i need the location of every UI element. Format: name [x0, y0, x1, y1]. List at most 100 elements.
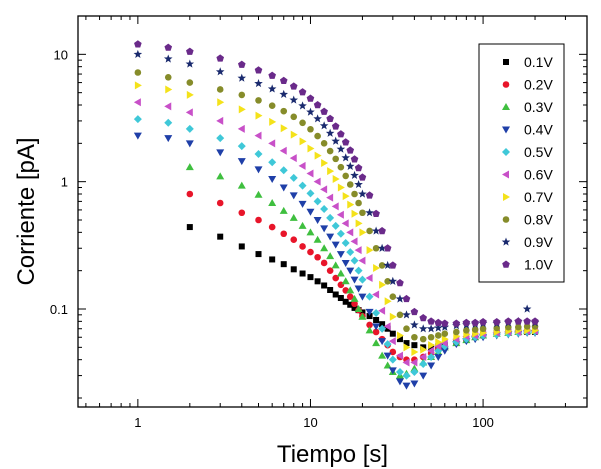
data-point	[395, 368, 404, 377]
data-point	[346, 267, 355, 275]
data-point	[269, 256, 276, 263]
data-point	[320, 107, 328, 115]
data-point	[320, 205, 329, 214]
data-point	[314, 132, 321, 140]
data-point	[354, 180, 363, 189]
data-point	[514, 317, 523, 325]
data-point	[410, 307, 419, 316]
data-point	[350, 170, 359, 180]
data-point	[440, 319, 449, 327]
data-point	[419, 359, 428, 368]
data-point	[395, 294, 405, 303]
data-point	[383, 260, 392, 270]
data-point	[237, 124, 245, 133]
data-point	[389, 261, 397, 269]
data-point	[419, 352, 427, 361]
data-point	[331, 122, 340, 130]
legend-marker	[502, 260, 510, 268]
data-point	[216, 149, 225, 157]
data-point	[347, 200, 355, 209]
data-point	[320, 259, 328, 267]
data-point	[346, 293, 354, 300]
legend-entry: 0.3V	[502, 99, 553, 115]
data-point	[255, 251, 262, 258]
data-point	[327, 287, 334, 294]
data-point	[332, 155, 339, 163]
data-point	[365, 208, 374, 217]
data-point	[420, 345, 428, 354]
data-point	[434, 332, 442, 339]
data-point	[215, 67, 225, 76]
data-point	[346, 248, 355, 257]
plot-frame	[77, 15, 588, 408]
data-point	[313, 197, 322, 206]
data-point	[289, 154, 297, 163]
data-point	[237, 142, 246, 151]
data-point	[358, 275, 367, 284]
data-point	[186, 90, 194, 99]
data-point	[313, 177, 321, 186]
data-point	[164, 135, 173, 143]
data-point	[379, 321, 386, 328]
data-point	[326, 252, 335, 260]
series-0.6V	[133, 98, 539, 367]
data-point	[378, 306, 386, 315]
data-point	[378, 351, 387, 359]
data-point	[452, 319, 461, 327]
data-point	[433, 323, 443, 332]
data-point	[411, 342, 418, 349]
data-point	[336, 229, 345, 238]
data-point	[216, 134, 225, 143]
legend-marker	[502, 216, 510, 223]
data-point	[355, 199, 362, 207]
data-point	[217, 233, 224, 240]
data-point	[351, 190, 358, 198]
x-tick-label: 100	[472, 415, 494, 430]
data-point	[463, 327, 470, 334]
legend-label: 0.1V	[524, 54, 553, 70]
data-point	[298, 221, 307, 229]
data-point	[372, 339, 381, 347]
series-1.0V	[134, 40, 539, 327]
data-point	[289, 173, 298, 182]
legend-entry: 1.0V	[502, 257, 553, 273]
data-point	[238, 105, 246, 114]
data-point	[453, 328, 460, 336]
data-point	[314, 151, 322, 160]
data-point	[336, 210, 344, 219]
data-point	[342, 298, 349, 305]
data-point	[133, 49, 143, 58]
data-point	[354, 285, 363, 293]
data-point	[255, 97, 262, 104]
data-point	[164, 43, 173, 51]
data-point	[388, 355, 397, 364]
data-point	[289, 192, 298, 200]
data-point	[299, 243, 306, 250]
data-point	[238, 243, 245, 250]
data-point	[255, 111, 263, 120]
data-point	[336, 144, 346, 153]
data-point	[313, 114, 322, 123]
data-point	[434, 353, 443, 361]
data-point	[326, 233, 335, 241]
data-point	[523, 323, 531, 330]
legend-entry: 0.1V	[503, 54, 553, 70]
data-point	[299, 137, 307, 146]
data-point	[254, 66, 263, 74]
data-point	[164, 102, 172, 111]
data-point	[164, 74, 172, 81]
data-point	[216, 199, 224, 207]
legend-entry: 0.7V	[503, 189, 553, 205]
data-point	[383, 361, 392, 369]
data-point	[372, 209, 380, 217]
data-point	[326, 147, 334, 155]
data-point	[289, 213, 298, 221]
legend: 0.1V 0.2V 0.3V 0.4V 0.5V 0.6V 0.7V 0.8V 0.9V 1.0V	[478, 43, 565, 283]
data-point	[134, 69, 142, 76]
data-point	[307, 144, 315, 153]
data-point	[411, 347, 419, 356]
data-point	[341, 153, 350, 162]
data-point	[492, 318, 501, 326]
data-point	[366, 313, 373, 320]
